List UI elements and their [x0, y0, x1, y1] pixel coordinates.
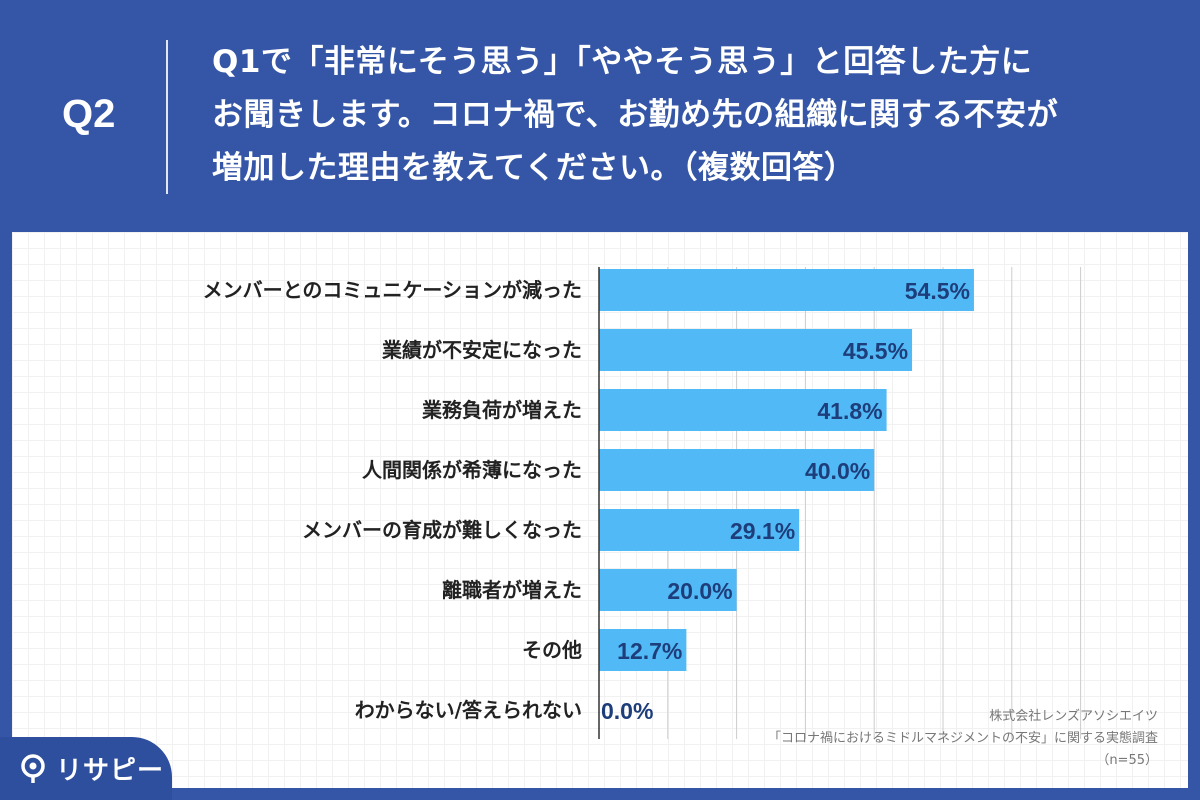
category-label: その他 — [522, 638, 582, 662]
value-label: 54.5% — [905, 278, 970, 304]
category-label: 業績が不安定になった — [382, 338, 582, 362]
logo-text: リサピー — [56, 756, 165, 786]
bar — [599, 449, 875, 491]
value-label: 45.5% — [843, 338, 908, 364]
category-label: わからない/答えられない — [355, 698, 582, 722]
category-label: メンバーとのコミュニケーションが減った — [203, 278, 582, 302]
value-label: 41.8% — [817, 398, 882, 424]
chart-panel: メンバーとのコミュニケーションが減った 54.5% 業績が不安定になった 45.5% 業… — [12, 232, 1188, 788]
category-label: 人間関係が希薄になった — [362, 458, 582, 482]
bar-chart: メンバーとのコミュニケーションが減った 54.5% 業績が不安定になった 45.5% 業… — [203, 267, 1082, 739]
source-company: 株式会社レンズアソシエイツ — [989, 709, 1158, 724]
value-label: 12.7% — [617, 638, 682, 664]
bar — [599, 569, 737, 611]
question-number: Q2 — [62, 92, 116, 136]
pin-icon — [21, 753, 45, 783]
category-label: メンバーの育成が難しくなった — [302, 518, 582, 542]
category-label: 業務負荷が増えた — [422, 398, 582, 422]
source-note: 株式会社レンズアソシエイツ 「コロナ禍におけるミドルマネジメントの不安」に関する… — [768, 706, 1158, 772]
question-text: Q1で「非常にそう思う」「ややそう思う」と回答した方に お聞きします。コロナ禍で… — [212, 36, 1172, 195]
value-label: 40.0% — [805, 458, 870, 484]
bar — [599, 329, 913, 371]
source-sample-size: （n=55） — [1096, 753, 1158, 768]
bar — [599, 269, 974, 311]
logo: リサピー — [0, 737, 172, 800]
question-line: お聞きします。コロナ禍で、お勤め先の組織に関する不安が — [212, 97, 1059, 133]
question-line: Q1で「非常にそう思う」「ややそう思う」と回答した方に — [212, 44, 1033, 80]
value-label: 0.0% — [601, 698, 653, 724]
category-label: 離職者が増えた — [442, 578, 582, 602]
value-label: 29.1% — [730, 518, 795, 544]
bar — [599, 509, 800, 551]
value-label: 20.0% — [667, 578, 732, 604]
header: Q2 Q1で「非常にそう思う」「ややそう思う」と回答した方に お聞きします。コロ… — [0, 0, 1200, 230]
bar — [599, 629, 687, 671]
header-divider — [166, 40, 168, 194]
source-survey: 「コロナ禍におけるミドルマネジメントの不安」に関する実態調査 — [767, 731, 1158, 746]
bar — [599, 389, 887, 431]
question-line: 増加した理由を教えてください。（複数回答） — [212, 150, 856, 186]
